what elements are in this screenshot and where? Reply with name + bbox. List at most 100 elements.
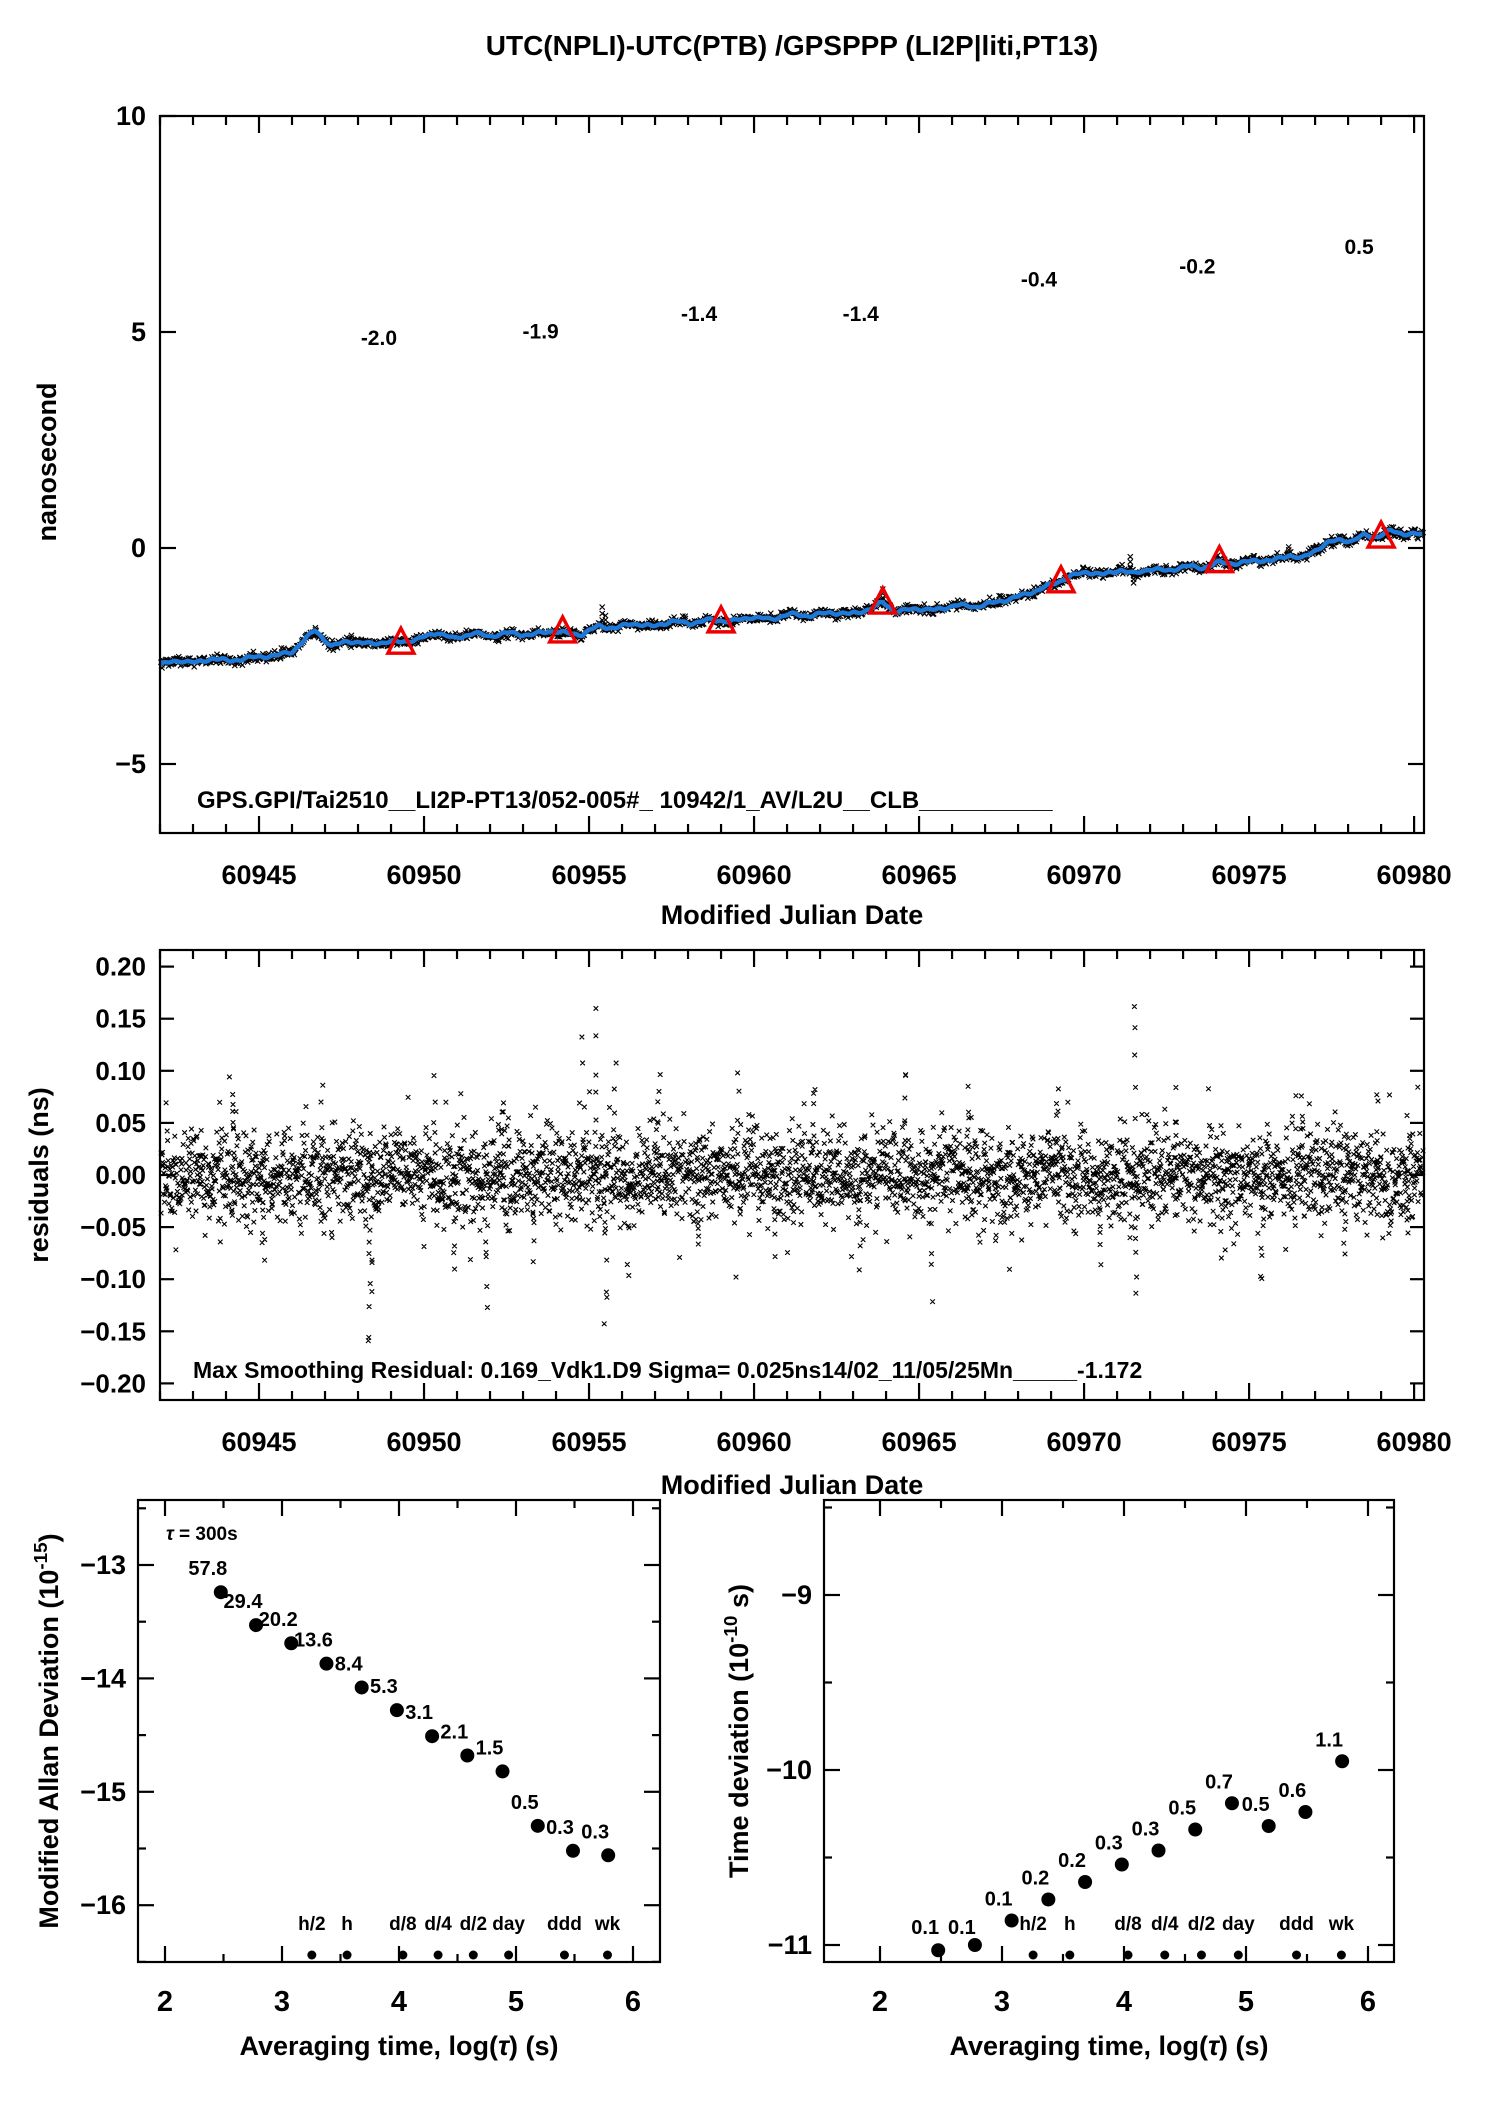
time-mark-label: d/8 [389, 1914, 416, 1935]
mdev-y-label-sup: -15 [31, 1542, 52, 1569]
x-tick-label: 4 [1116, 1986, 1132, 2018]
mdev-x-label-pre: Averaging time, log( [239, 2031, 498, 2061]
y-tick-label: −13 [80, 1550, 126, 1580]
tdev-x-axis-label: Averaging time, log(τ) (s) [949, 2031, 1268, 2061]
deviation-point [213, 1585, 228, 1600]
x-tick-label: 4 [391, 1986, 407, 2018]
time-mark-label: day [1222, 1914, 1255, 1935]
smoothed-curve [158, 527, 1423, 667]
deviation-value-label: 13.6 [294, 1630, 333, 1652]
time-mark-label: d/2 [1188, 1914, 1215, 1935]
deviation-point [1224, 1796, 1239, 1811]
tau-symbol: τ [166, 1524, 175, 1545]
top-y-axis-label: nanosecond [32, 382, 62, 541]
y-tick-label: 0 [131, 533, 146, 563]
deviation-point [354, 1680, 369, 1695]
y-tick-label: −16 [80, 1890, 126, 1920]
deviation-point [1151, 1843, 1166, 1858]
x-tick-label: 60970 [1047, 860, 1122, 890]
top-x-axis-label: Modified Julian Date [661, 900, 924, 930]
tdev-chart: 2 3 4 5 6 −9 −10 −11 h/2 h d/8 d/4 d/2 day ddd wk 0.1 0.1… [766, 1498, 1396, 2018]
deviation-value-label: 0.2 [1021, 1868, 1049, 1890]
x-tick-label: 2 [872, 1986, 888, 2018]
deviation-point [425, 1729, 440, 1744]
tau-annotation: τ = 300s [166, 1524, 238, 1545]
time-mark-label: wk [594, 1914, 621, 1935]
time-mark-dot [398, 1950, 408, 1960]
calibration-value-label: -0.4 [1021, 269, 1058, 292]
deviation-value-label: 0.3 [581, 1821, 609, 1843]
deviation-point [967, 1938, 982, 1952]
deviation-value-label: 0.1 [948, 1917, 976, 1939]
y-tick-label: 0.10 [95, 1056, 146, 1086]
calibration-value-label: 0.5 [1344, 236, 1374, 259]
top-chart-annotation: GPS.GPI/Tai2510__LI2P-PT13/052-005#_ 109… [197, 787, 1053, 814]
deviation-value-label: 8.4 [335, 1653, 364, 1675]
calibration-triangle [866, 584, 899, 615]
deviation-point [530, 1818, 545, 1833]
y-tick-label: −15 [80, 1777, 126, 1807]
mdev-y-axis-label: Modified Allan Deviation (10-15) [31, 1533, 64, 1928]
mdev-x-label-post: ) (s) [509, 2031, 559, 2061]
residuals-y-axis-label: residuals (ns) [24, 1087, 54, 1263]
residual-x-markers [158, 1003, 1426, 1344]
deviation-point [1188, 1822, 1203, 1837]
deviation-point [1261, 1819, 1276, 1833]
deviation-point [1298, 1805, 1313, 1819]
deviation-value-label: 0.2 [1058, 1850, 1086, 1872]
deviation-value-label: 0.1 [911, 1917, 939, 1939]
calibration-value-label: -1.4 [843, 303, 880, 326]
time-mark-dot [602, 1950, 612, 1960]
y-tick-label: 0.20 [95, 952, 146, 982]
y-tick-label: 0.00 [95, 1160, 146, 1190]
x-tick-label: 60970 [1047, 1427, 1122, 1457]
y-tick-label: −14 [80, 1663, 126, 1693]
deviation-point [389, 1703, 404, 1718]
calibration-triangle [1365, 518, 1397, 549]
time-mark-dot [468, 1950, 478, 1960]
deviation-value-label: 0.1 [985, 1889, 1013, 1911]
mdev-chart: 2 3 4 5 6 −13 −14 −15 −16 h/2 h d/8 d/4 d/2 day ddd wk 57… [80, 1498, 662, 2018]
x-tick-label: 5 [1238, 1986, 1254, 2018]
time-mark-dot [1028, 1950, 1038, 1960]
tdev-x-label-tau: τ [1208, 2031, 1221, 2061]
x-tick-label: 60980 [1377, 860, 1452, 890]
calibration-triangle [1203, 542, 1236, 574]
x-tick-label: 5 [508, 1986, 524, 2018]
time-mark-label: d/4 [424, 1914, 452, 1935]
time-mark-label: ddd [1279, 1914, 1314, 1935]
deviation-value-label: 57.8 [188, 1558, 227, 1580]
y-tick-label: −0.05 [80, 1212, 146, 1242]
page-title: UTC(NPLI)-UTC(PTB) /GPSPPP (LI2P|liti,PT… [486, 30, 1098, 61]
deviation-value-label: 20.2 [259, 1609, 298, 1631]
residuals-chart: 60945 60950 60955 60960 60965 60970 60975 60980… [80, 948, 1452, 1457]
tdev-x-label-pre: Averaging time, log( [949, 2031, 1208, 2061]
y-tick-label: −0.20 [80, 1368, 146, 1398]
deviation-point [284, 1636, 299, 1651]
tau-value: = 300s [174, 1524, 238, 1545]
x-tick-label: 60960 [717, 1427, 792, 1457]
deviation-point [601, 1848, 616, 1863]
y-tick-label: −5 [115, 749, 146, 779]
time-mark-label: wk [1328, 1914, 1355, 1935]
deviation-value-label: 5.3 [370, 1676, 398, 1698]
calibration-triangle [546, 613, 579, 644]
y-tick-label: −9 [781, 1580, 812, 1610]
tdev-x-label-post: ) (s) [1219, 2031, 1269, 2061]
time-mark-dot [1233, 1950, 1243, 1960]
mdev-y-label-main: Modified Allan Deviation (10 [34, 1570, 64, 1929]
deviation-point [319, 1656, 334, 1671]
deviation-value-label: 0.5 [1168, 1798, 1196, 1820]
time-mark-dot [1336, 1950, 1346, 1960]
time-mark-dot [1065, 1950, 1075, 1960]
y-tick-label: 5 [131, 317, 146, 347]
time-deviation-frame [822, 1498, 1396, 1964]
x-tick-label: 60945 [221, 860, 296, 890]
deviation-point [1078, 1875, 1093, 1889]
mdev-y-label-end: ) [34, 1533, 64, 1542]
time-mark-label: h [341, 1914, 353, 1935]
time-mark-dot [1196, 1950, 1206, 1960]
deviation-value-label: 0.3 [1095, 1833, 1123, 1855]
top-plot-frame [158, 114, 1426, 835]
deviation-point [495, 1764, 510, 1779]
